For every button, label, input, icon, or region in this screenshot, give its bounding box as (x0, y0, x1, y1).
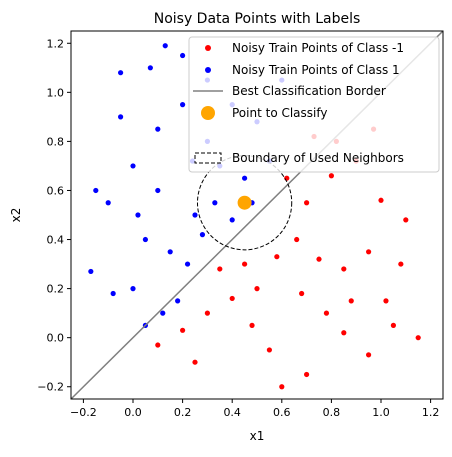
class-neg1-point (254, 286, 260, 292)
class-1-point (212, 200, 218, 206)
neighbors-boundary-circle (196, 155, 293, 251)
y-tick-label: 0.8 (47, 135, 65, 148)
class-1-point (130, 286, 136, 292)
class-neg1-point (316, 256, 322, 262)
class-1-point (229, 217, 235, 223)
class-neg1-point (180, 327, 186, 333)
class-1-point (175, 298, 181, 304)
class-neg1-point (279, 384, 285, 390)
x-tick-label: 0.4 (223, 406, 241, 419)
class-neg1-point (415, 335, 421, 341)
point-to-classify-marker (237, 195, 252, 210)
chart-title: Noisy Data Points with Labels (154, 11, 361, 27)
class-neg1-point (304, 200, 310, 206)
class-neg1-point (378, 197, 384, 203)
x-tick-label: −0.2 (70, 406, 97, 419)
class-neg1-point (284, 175, 290, 181)
class-1-point (180, 102, 186, 108)
class-1-point (147, 65, 153, 71)
x-tick-label: 1.2 (422, 406, 440, 419)
class-neg1-point (348, 298, 354, 304)
x-axis-label: x1 (250, 429, 265, 443)
legend-label-border: Best Classification Border (232, 84, 386, 98)
class-1-point (192, 212, 198, 218)
y-tick-label: 0.0 (47, 332, 65, 345)
y-axis-ticks: −0.2 0.0 0.2 0.4 0.6 0.8 1.0 1.2 (37, 37, 71, 394)
class-1-point (184, 261, 191, 267)
axes-frame (70, 30, 444, 400)
class-1-point (105, 200, 111, 206)
class-1-point (199, 232, 206, 238)
y-tick-label: 0.4 (47, 234, 65, 247)
x-tick-label: 0.0 (124, 406, 142, 419)
legend-label-class-1: Noisy Train Points of Class 1 (232, 63, 400, 77)
class-1-point (118, 70, 124, 76)
y-tick-label: 1.0 (47, 86, 65, 99)
class-neg1-point (328, 173, 334, 179)
class-1-point (118, 114, 124, 120)
class-1-point (130, 163, 136, 169)
legend-marker-neighbors (194, 152, 222, 164)
class-1-point (167, 249, 173, 255)
y-axis-label: x2 (9, 208, 23, 223)
class-neg1-point (204, 310, 210, 316)
x-tick-label: 1.0 (372, 406, 390, 419)
y-tick-label: −0.2 (37, 381, 64, 394)
class-neg1-point (217, 266, 223, 272)
legend-label-class-neg1: Noisy Train Points of Class -1 (232, 41, 404, 55)
class-neg1-point (403, 217, 409, 223)
class-neg1-point (249, 322, 255, 328)
class-neg1-point (229, 295, 235, 302)
class-neg1-point (274, 254, 280, 260)
class-neg1-point (299, 290, 305, 297)
class-1-point (110, 290, 116, 297)
class-neg1-point (390, 322, 396, 328)
x-axis-ticks: −0.2 0.0 0.2 0.4 0.6 0.8 1.0 1.2 (70, 399, 439, 419)
class-neg1-point (341, 330, 347, 336)
class-neg1-point (341, 266, 347, 272)
y-tick-label: 1.2 (47, 37, 65, 50)
class-1-point (162, 43, 168, 49)
legend-marker-query-point (201, 106, 215, 120)
class-neg1-point (304, 371, 310, 378)
class-neg1-point (383, 298, 389, 304)
class-1-point (142, 236, 148, 243)
class-neg1-point (398, 261, 404, 267)
class-1-point (242, 175, 248, 181)
x-tick-label: 0.8 (323, 406, 341, 419)
class-neg1-point (323, 310, 330, 316)
legend-frame (188, 36, 440, 173)
class-neg1-point (266, 347, 272, 353)
legend-label-query-point: Point to Classify (232, 106, 328, 120)
class-neg1-point (366, 352, 372, 358)
class-neg1-point (155, 342, 161, 348)
legend: Noisy Train Points of Class -1 Noisy Tra… (188, 36, 440, 173)
class-neg1-point (366, 249, 372, 255)
class-1-point (93, 187, 99, 194)
class-neg1-point (294, 236, 300, 243)
class-1-point (180, 52, 186, 59)
class-neg1-point (242, 261, 248, 267)
legend-marker-class-1 (205, 67, 211, 73)
class-1-point (155, 126, 161, 132)
legend-label-neighbors: Boundary of Used Neighbors (232, 151, 404, 165)
class-1-point (160, 310, 166, 316)
x-tick-label: 0.6 (273, 406, 291, 419)
x-tick-label: 0.2 (174, 406, 192, 419)
class-1-point (135, 212, 141, 218)
y-tick-label: 0.2 (47, 283, 65, 296)
y-tick-label: 0.6 (47, 184, 65, 197)
class-1-point (155, 187, 161, 194)
class-neg1-point (192, 359, 198, 365)
class-1-point (88, 268, 94, 275)
legend-marker-class-neg1 (205, 45, 211, 51)
